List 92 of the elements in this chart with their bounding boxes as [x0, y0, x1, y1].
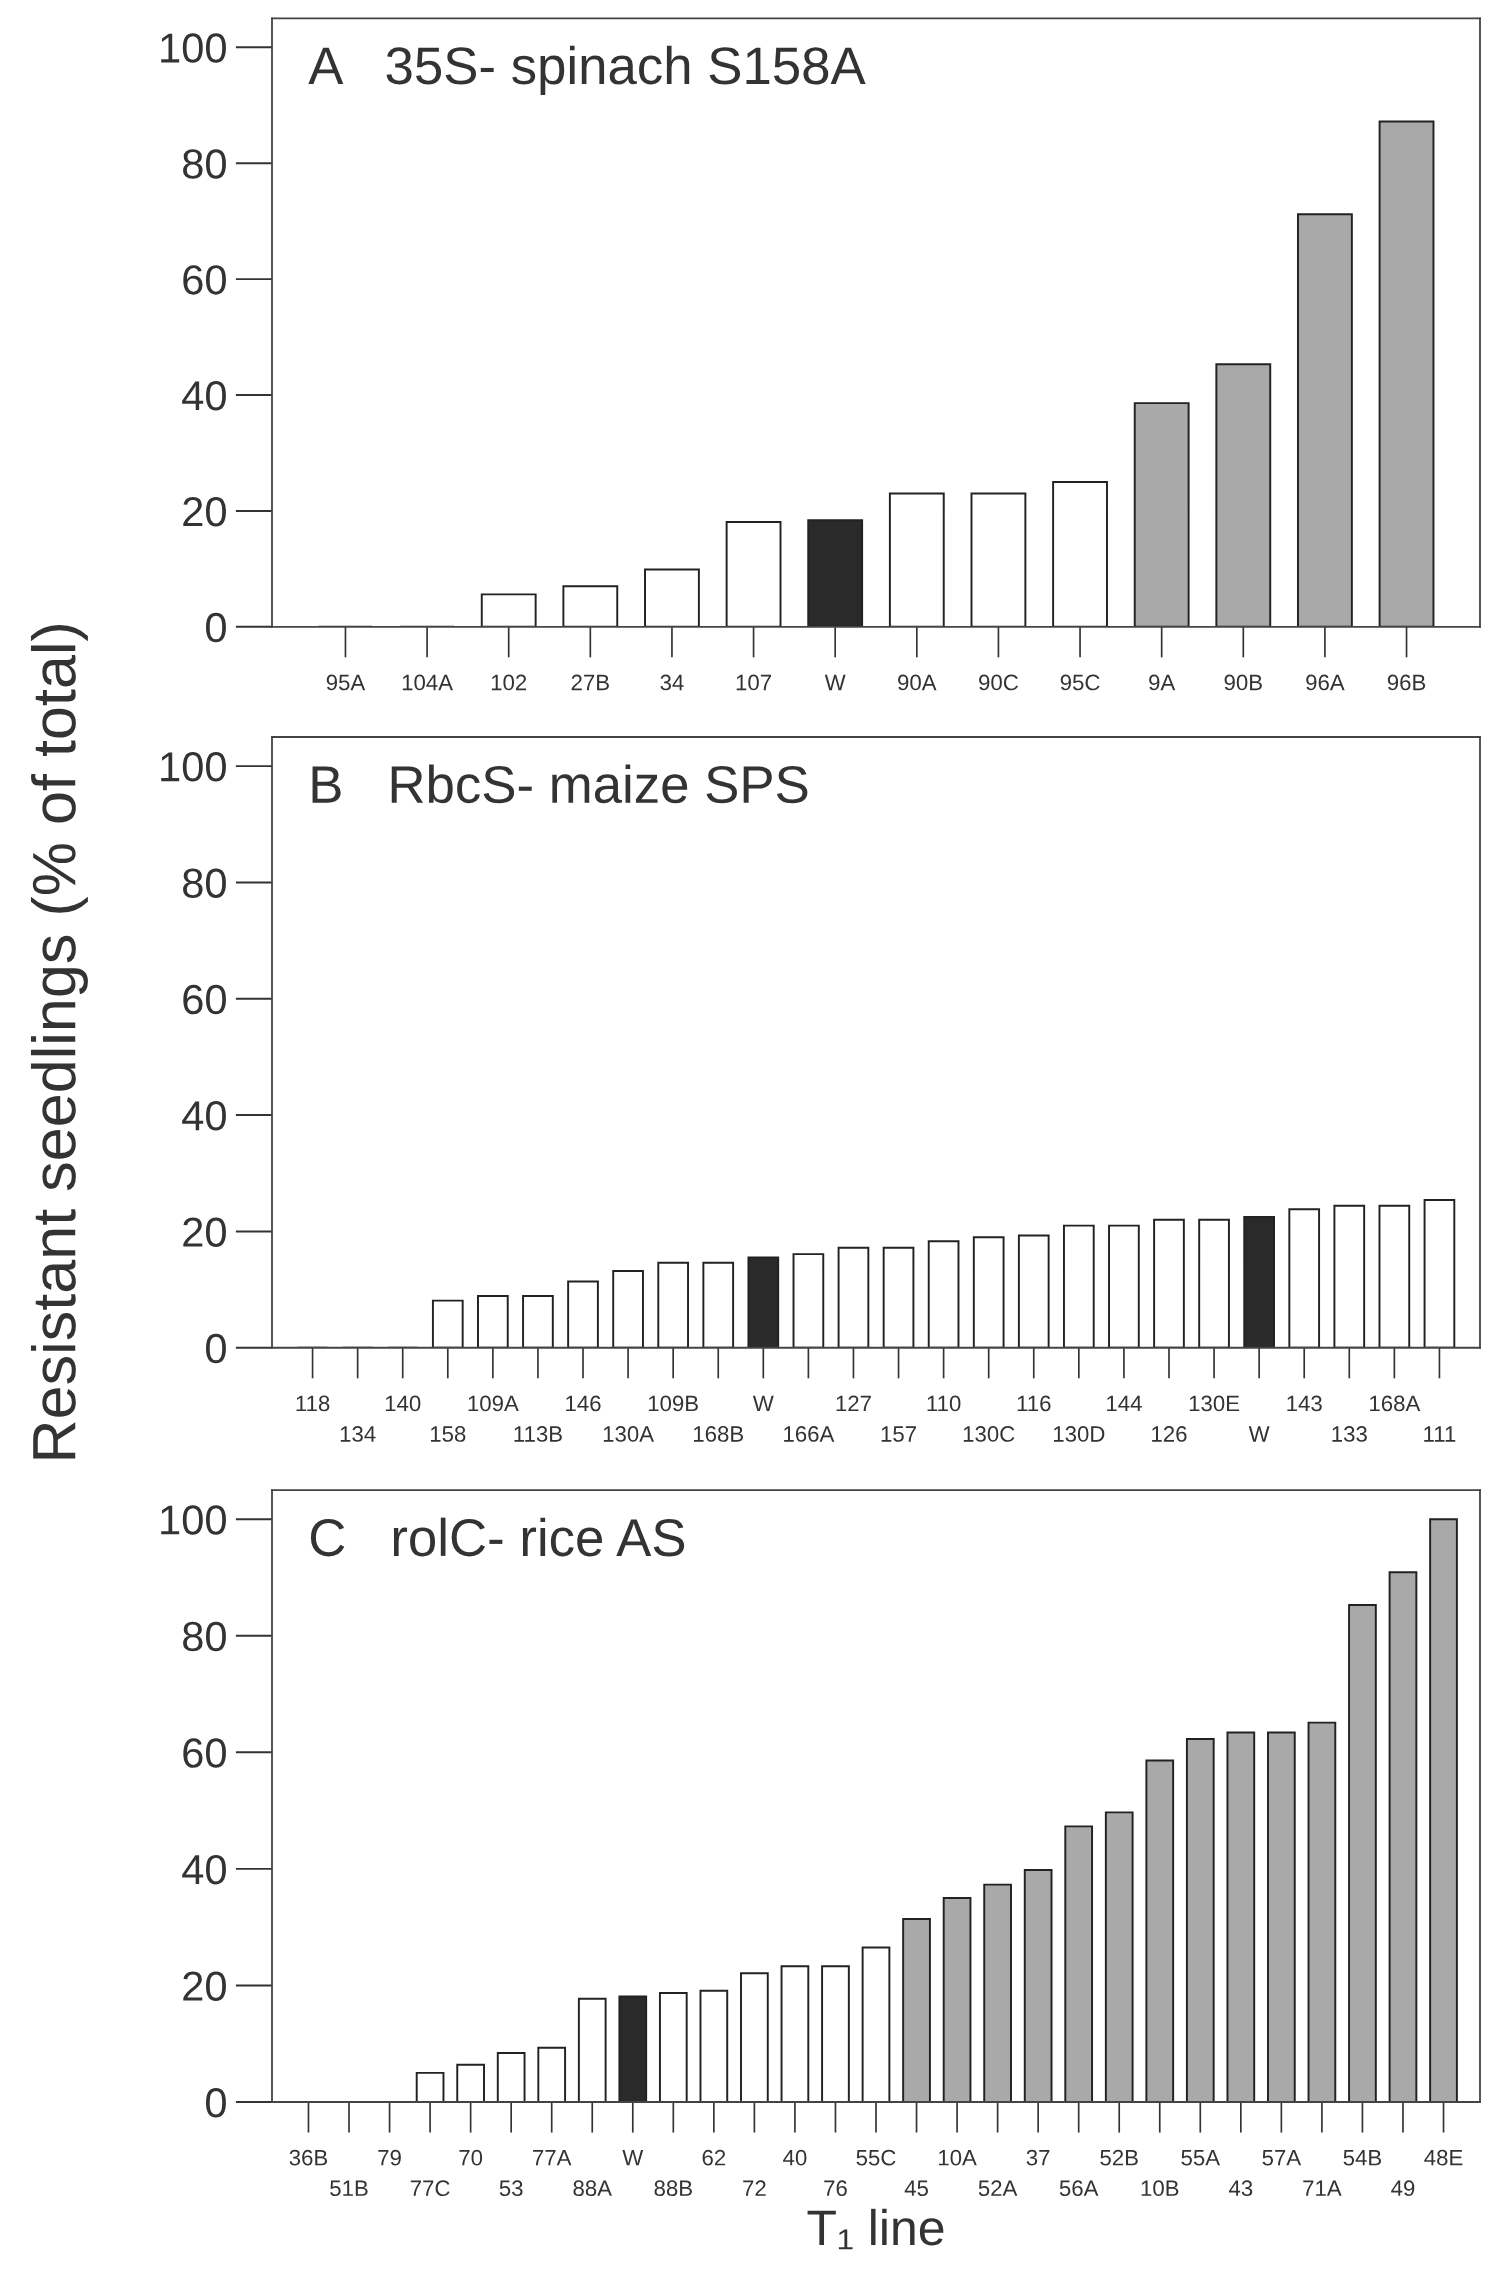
x-tick-label: 130D	[1053, 1426, 1105, 1442]
x-tick-label: 110	[927, 1395, 961, 1412]
x-tick-label: 130A	[603, 1426, 654, 1442]
x-tick-label: 36B	[289, 2149, 328, 2166]
y-tick-label: 0	[206, 2087, 226, 2118]
y-tick-label: 80	[183, 149, 226, 179]
x-tick-label: 133	[1332, 1426, 1367, 1442]
x-tick-label: 168B	[693, 1426, 744, 1442]
x-tick-label: 127	[836, 1395, 871, 1412]
x-tick-label: 77A	[533, 2150, 572, 2166]
x-tick-label: 77C	[410, 2180, 450, 2197]
y-tick-label: 40	[182, 1101, 226, 1131]
x-tick-label: 90A	[898, 674, 937, 691]
x-tick-label: 95C	[1060, 674, 1100, 691]
x-tick-label: 88A	[573, 2180, 612, 2197]
x-tick-label: 90B	[1224, 674, 1262, 691]
x-tick-label: 144	[1107, 1395, 1142, 1412]
y-tick-label: 100	[161, 1505, 226, 1535]
x-tick-label: 76	[824, 2180, 847, 2197]
x-tick-label: 37	[1026, 2149, 1050, 2166]
x-tick-label: 62	[702, 2149, 726, 2166]
x-tick-label: 88B	[654, 2180, 692, 2197]
x-tick-label: 109B	[648, 1395, 698, 1412]
x-tick-label: 143	[1287, 1395, 1322, 1412]
x-tick-label: 70	[459, 2149, 483, 2166]
x-tick-label: 10A	[939, 2149, 977, 2166]
x-tick-label: 55A	[1181, 2150, 1221, 2166]
y-tick-label: 60	[183, 265, 226, 295]
y-tick-label: 0	[206, 612, 226, 643]
x-tick-label: 107	[736, 674, 771, 691]
x-tick-label: 102	[491, 674, 527, 691]
x-tick-label: 95A	[326, 674, 366, 691]
x-tick-label: 140	[385, 1395, 421, 1412]
chart-title: B RbcS- maize SPS	[312, 764, 808, 804]
x-tick-label: 55C	[856, 2149, 896, 2166]
x-tick-label: 53	[499, 2180, 523, 2197]
y-tick-label: 20	[183, 496, 226, 527]
y-tick-label: 100	[161, 752, 226, 782]
x-tick-label: 157	[881, 1426, 916, 1442]
x-tick-label: 130E	[1189, 1395, 1240, 1412]
x-tick-label: 27B	[571, 674, 609, 691]
y-tick-label: 80	[183, 868, 226, 898]
y-tick-label: 0	[206, 1333, 226, 1364]
x-tick-label: 118	[296, 1395, 330, 1412]
x-tick-label: 109A	[468, 1395, 519, 1412]
x-tick-label: 104A	[402, 674, 453, 691]
x-tick-label: 168A	[1370, 1395, 1421, 1412]
x-tick-label: 57A	[1262, 2150, 1302, 2166]
x-tick-label: 10B	[1141, 2180, 1179, 2197]
x-tick-label: 90C	[979, 674, 1018, 691]
x-tick-label: 56A	[1059, 2180, 1099, 2197]
x-tick-label: W	[824, 674, 846, 691]
x-tick-label: W	[752, 1395, 774, 1412]
x-tick-label: 40	[783, 2149, 807, 2166]
x-tick-label: 126	[1152, 1426, 1187, 1442]
x-tick-label: 111	[1424, 1426, 1456, 1442]
y-tick-label: 40	[182, 381, 226, 411]
y-tick-label: 20	[183, 1217, 226, 1247]
x-tick-label: 79	[378, 2149, 401, 2166]
x-tick-label: 49	[1391, 2180, 1415, 2197]
x-tick-label: 166A	[784, 1426, 835, 1442]
y-tick-label: 40	[182, 1854, 226, 1885]
y-tick-label: 60	[183, 1738, 226, 1768]
x-tick-label: 43	[1228, 2180, 1253, 2197]
x-tick-label: 134	[340, 1426, 376, 1442]
x-tick-label: 9A	[1149, 674, 1176, 691]
x-tick-label: 116	[1017, 1395, 1051, 1412]
x-tick-label: 34	[660, 674, 684, 691]
x-tick-label: 71A	[1303, 2180, 1342, 2196]
x-tick-label: 51B	[330, 2180, 368, 2197]
x-tick-label: 96B	[1387, 674, 1426, 691]
x-tick-label: 158	[430, 1426, 466, 1442]
x-axis-title: T₁ line	[807, 2208, 944, 2250]
x-tick-label: 96A	[1306, 674, 1345, 691]
x-tick-label: 48E	[1424, 2149, 1463, 2166]
x-tick-label: 146	[566, 1395, 601, 1412]
x-tick-label: 72	[743, 2180, 766, 2196]
x-tick-label: 52B	[1100, 2149, 1138, 2166]
x-tick-label: W	[1248, 1426, 1270, 1442]
x-tick-label: 130C	[963, 1426, 1015, 1442]
chart-title: C rolC- rice AS	[310, 1517, 685, 1557]
x-tick-label: 45	[904, 2180, 928, 2197]
y-tick-label: 60	[183, 984, 226, 1015]
x-tick-label: 113B	[514, 1426, 562, 1442]
x-tick-label: 52A	[978, 2180, 1018, 2197]
chart-title: A 35S- spinach S158A	[308, 45, 866, 95]
y-tick-label: 20	[183, 1971, 226, 2001]
x-tick-label: W	[622, 2150, 644, 2166]
y-tick-label: 100	[161, 33, 226, 63]
x-tick-label: 54B	[1343, 2150, 1382, 2166]
y-axis-title: Resistant seedlings (% of total)	[30, 624, 88, 1459]
y-tick-label: 80	[183, 1621, 226, 1652]
